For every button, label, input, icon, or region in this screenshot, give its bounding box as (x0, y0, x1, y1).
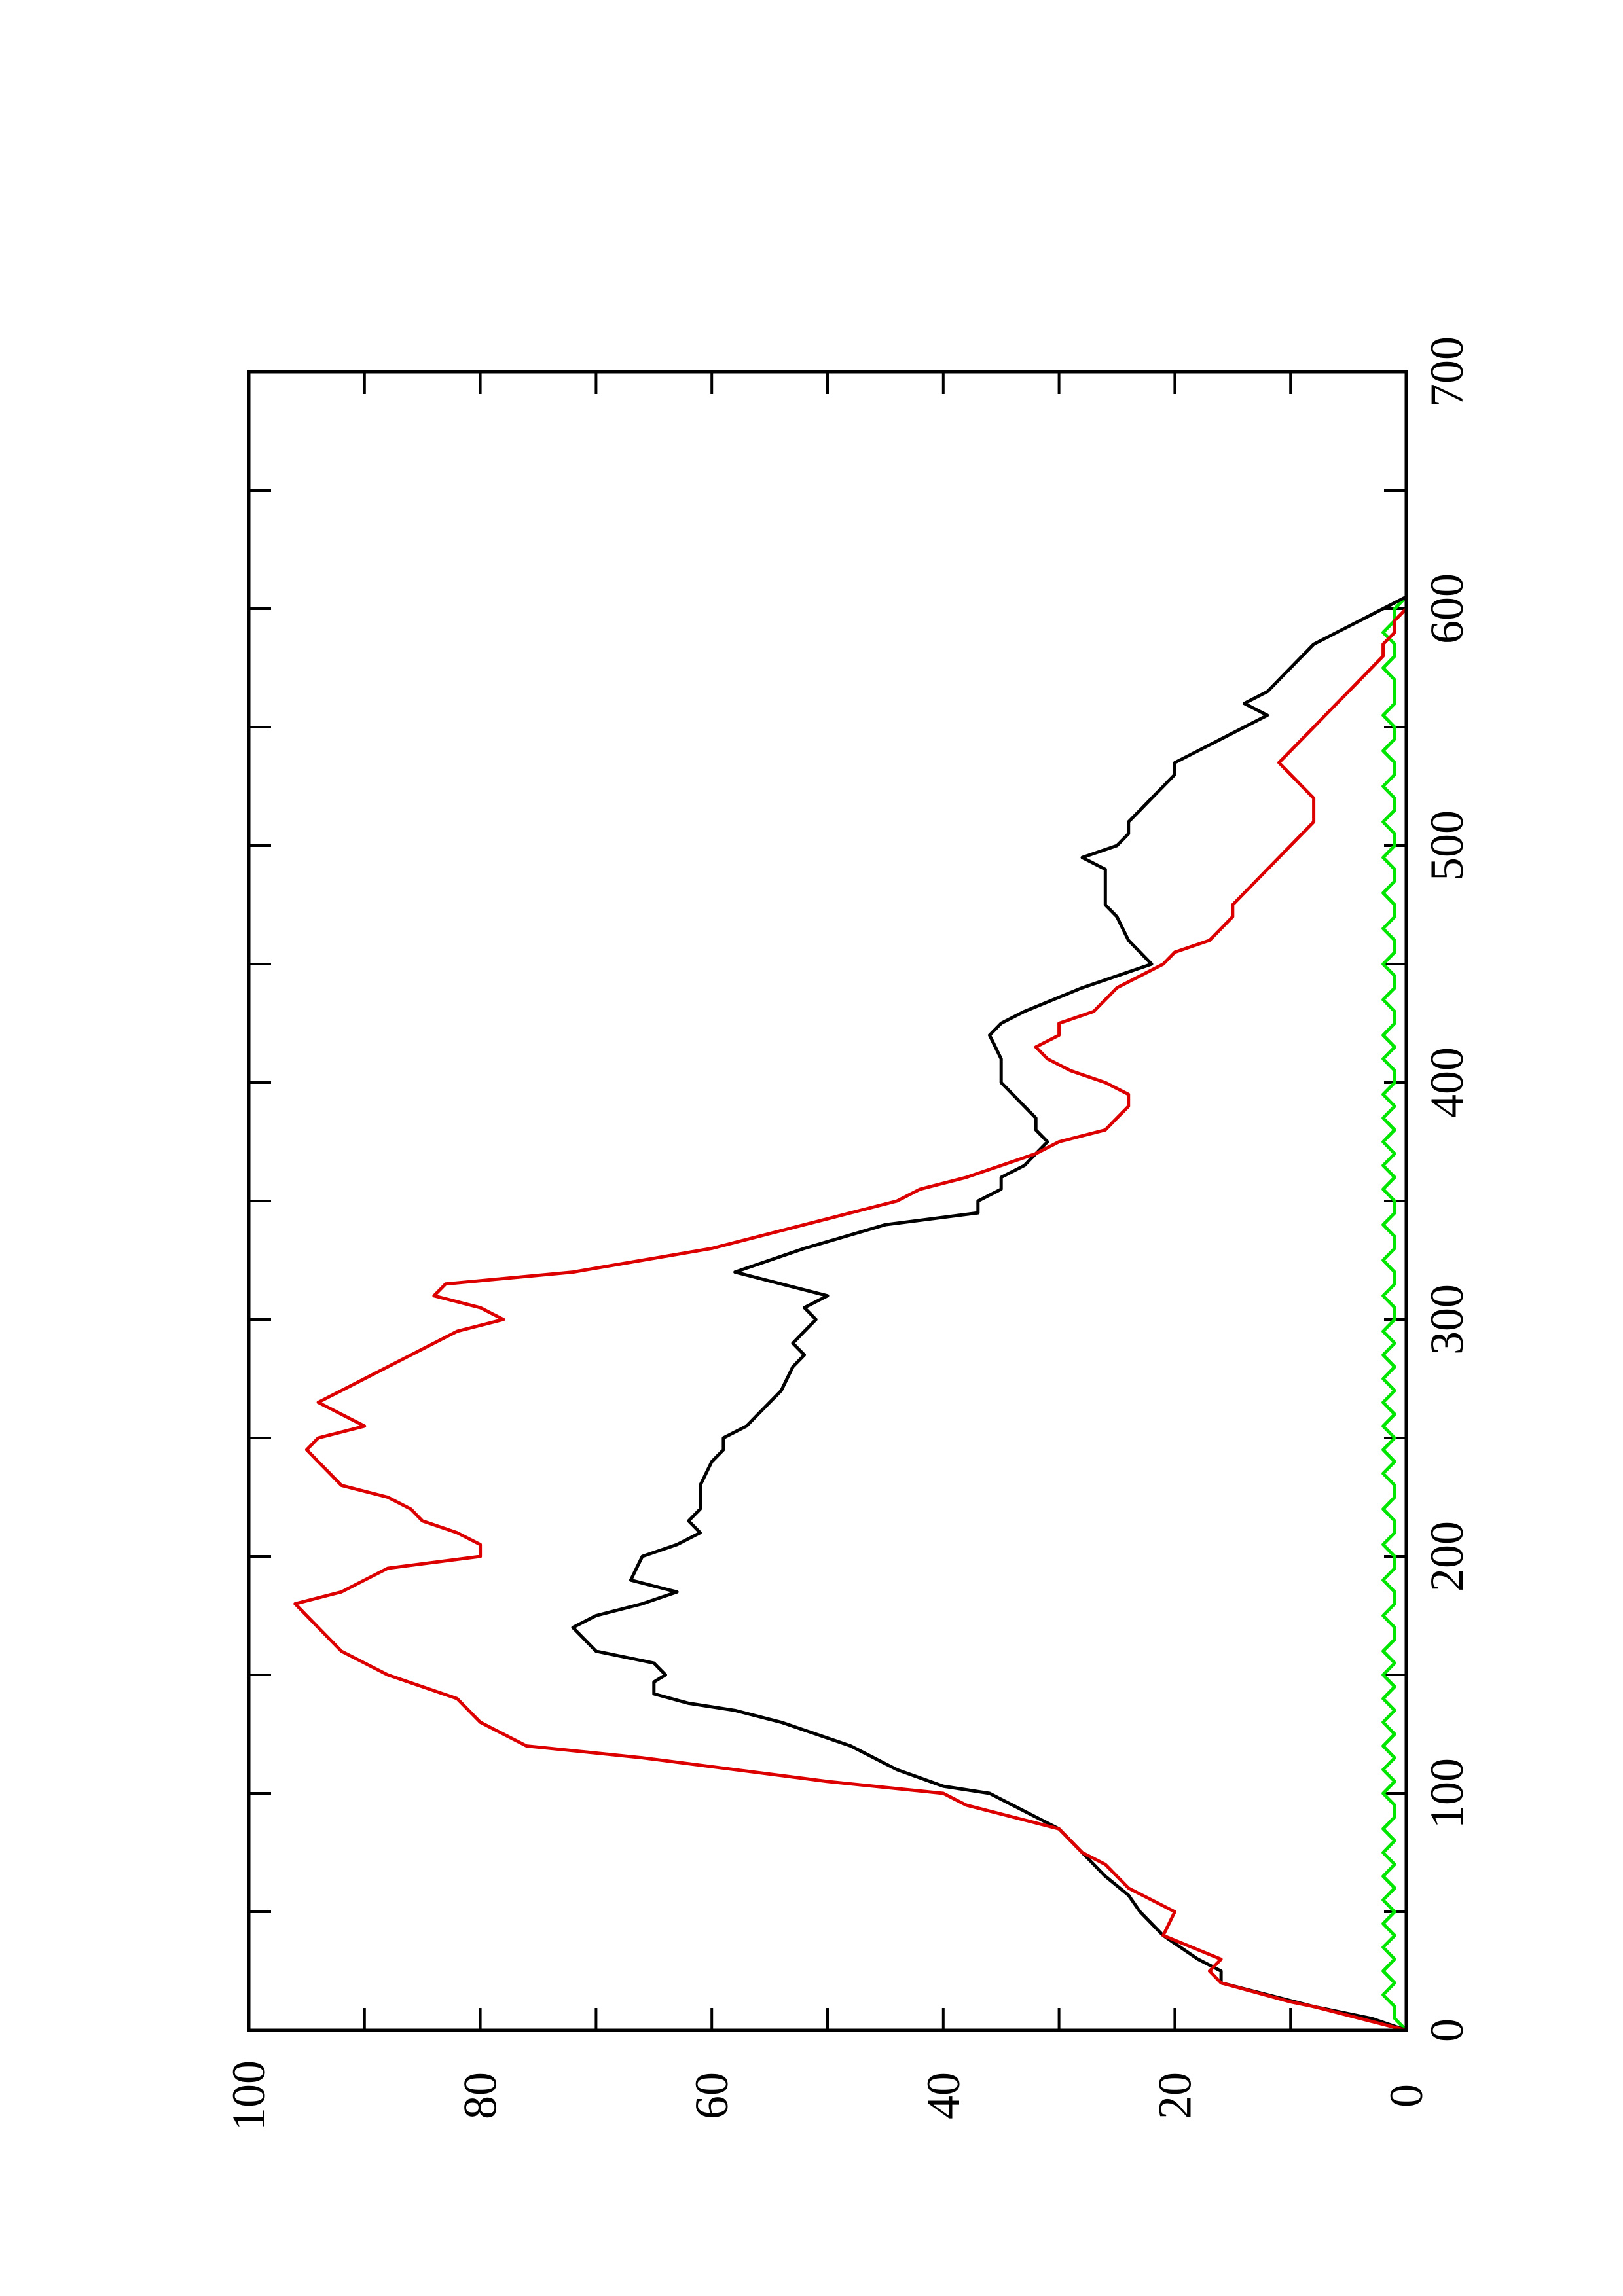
y-tick-label: 40 (917, 2072, 970, 2119)
x-tick-label: 600 (1421, 573, 1473, 644)
x-tick-label: 700 (1421, 336, 1473, 407)
x-tick-label: 0 (1421, 2018, 1473, 2042)
x-tick-label: 200 (1421, 1521, 1473, 1592)
y-tick-label: 100 (223, 2060, 275, 2131)
series-line-2 (293, 607, 1408, 2032)
plot-frame (247, 370, 1408, 2032)
series-line-1 (571, 595, 1408, 2032)
x-tick-label: 300 (1421, 1284, 1473, 1355)
series-line-3 (1381, 596, 1408, 2032)
y-tick-label: 80 (454, 2072, 507, 2119)
y-tick-label: 20 (1148, 2072, 1201, 2119)
y-axis-ticks: 0 20 40 60 80 100 (223, 372, 1432, 2131)
x-tick-label: 400 (1421, 1047, 1473, 1118)
y-tick-label: 60 (685, 2072, 738, 2119)
series-layer (293, 595, 1408, 2032)
y-tick-label: 0 (1380, 2084, 1432, 2108)
x-tick-label: 500 (1421, 810, 1473, 881)
x-tick-label: 100 (1421, 1758, 1473, 1829)
